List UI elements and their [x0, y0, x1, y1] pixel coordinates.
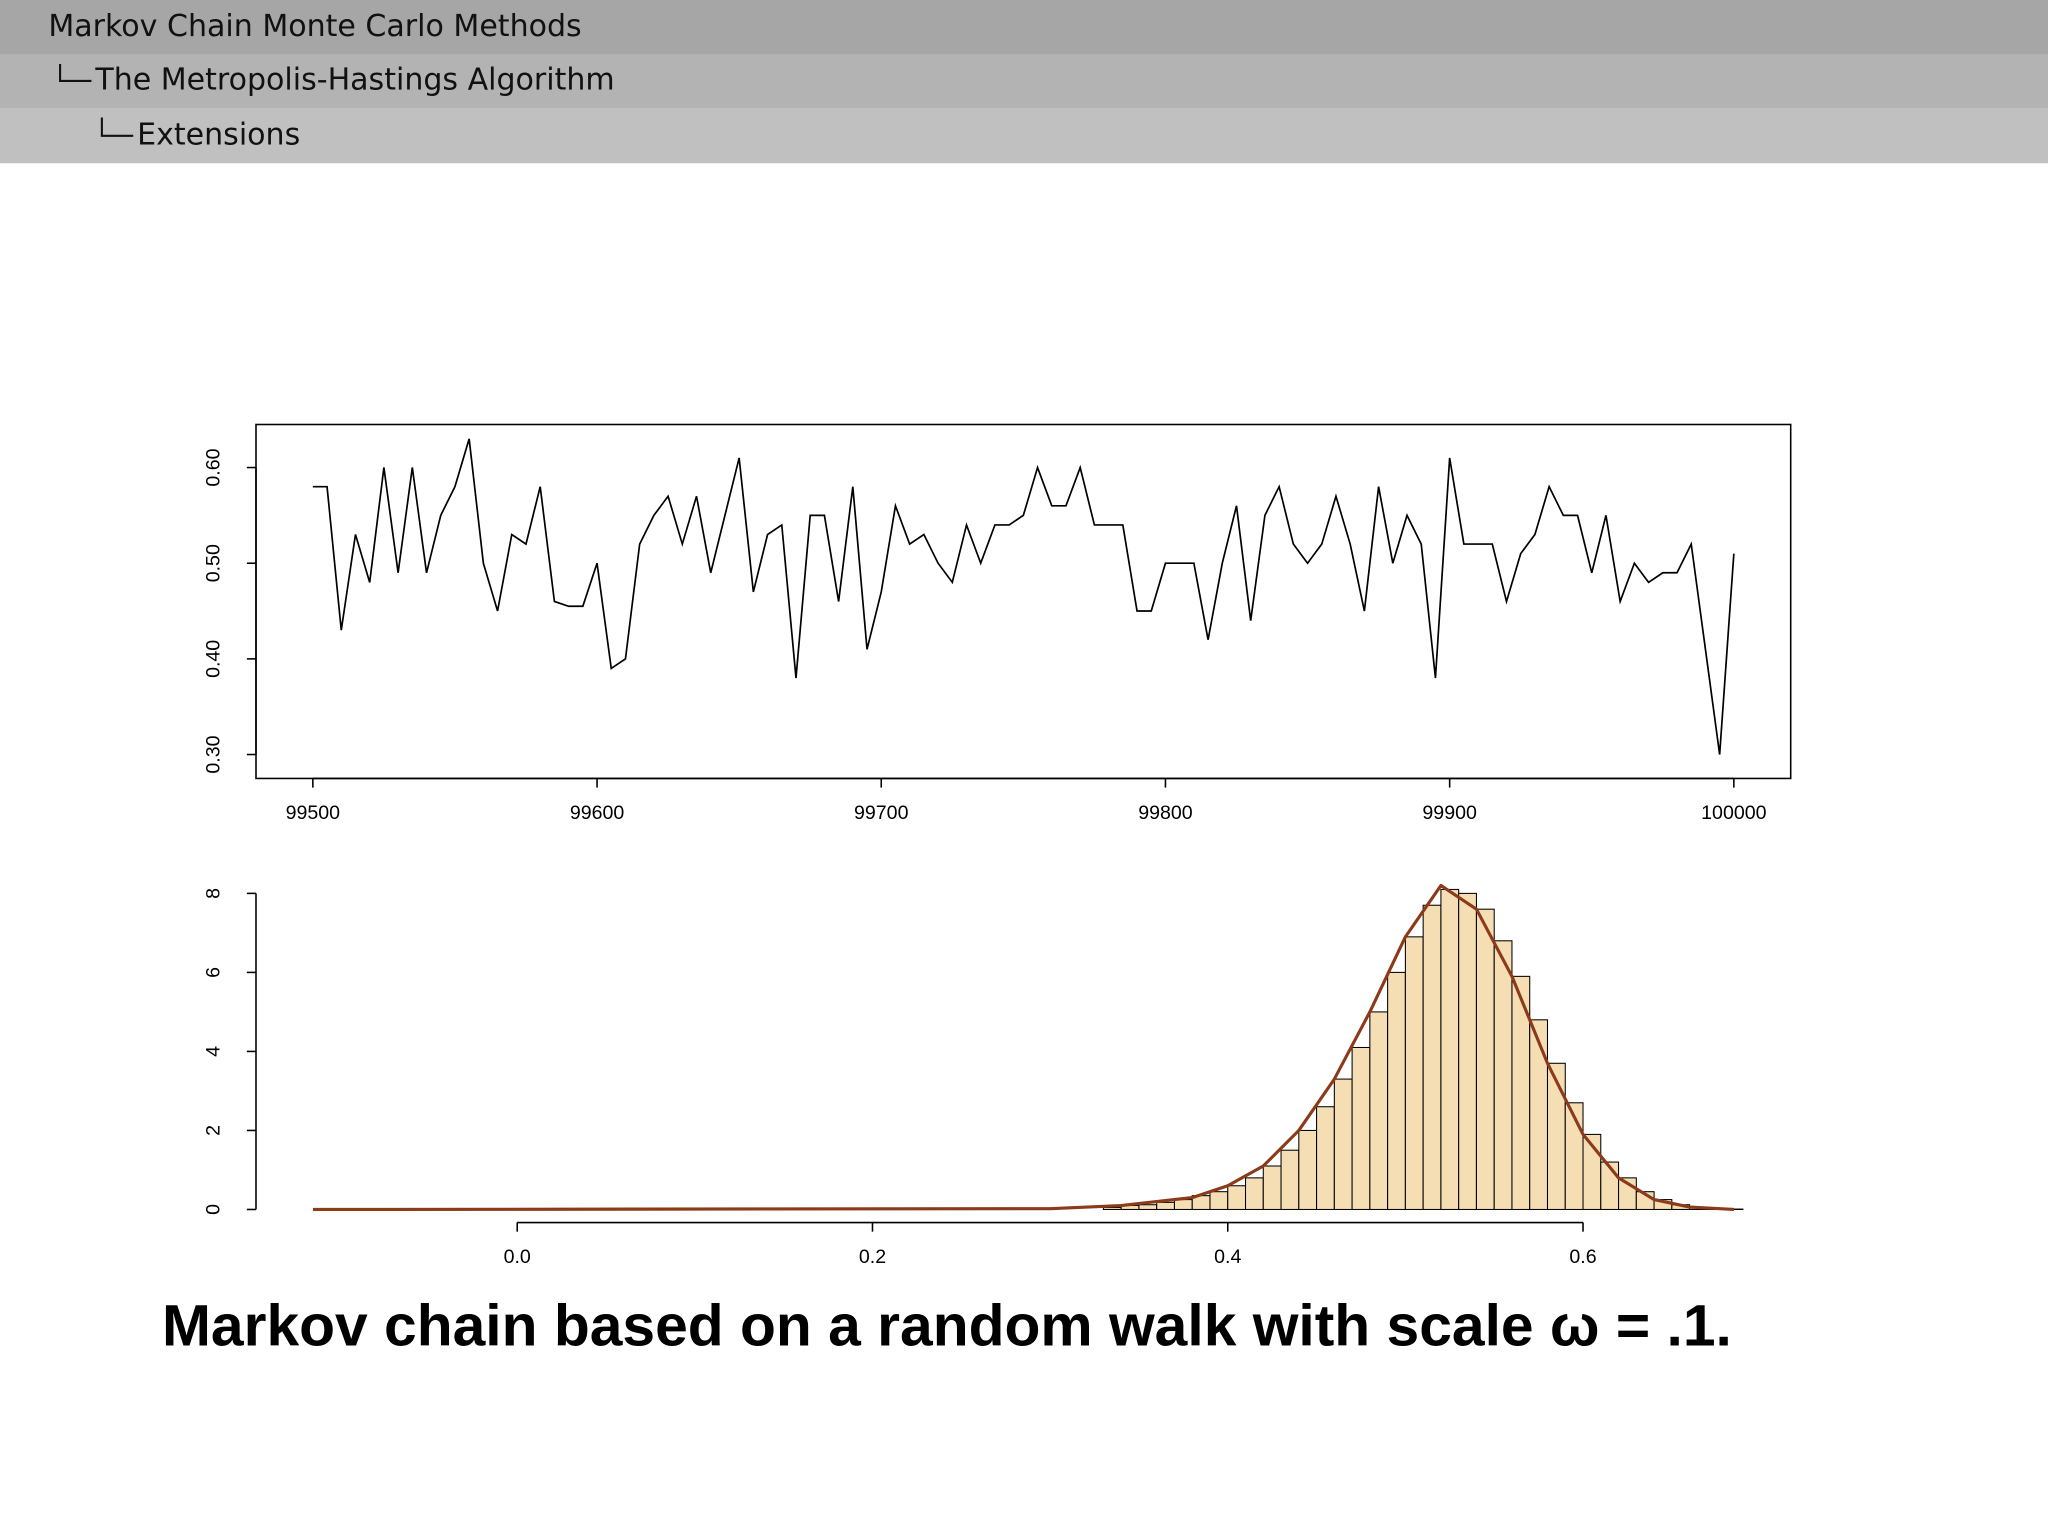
histogram-bar	[1546, 1062, 1566, 1210]
histogram-bar	[1387, 971, 1406, 1210]
x-tick-label: 0.4	[1214, 1246, 1241, 1268]
x-tick-label: 0.2	[859, 1246, 886, 1268]
histogram-bar	[1369, 1011, 1389, 1210]
histogram-bar	[1458, 892, 1477, 1210]
histogram-bar	[1422, 904, 1442, 1210]
histogram-bar	[1138, 1204, 1158, 1210]
header-bar	[0, 108, 2048, 164]
tree-connector	[59, 63, 92, 83]
plot-frame	[255, 423, 1792, 780]
histogram-bar	[1440, 888, 1460, 1210]
histogram-bar	[1173, 1199, 1193, 1210]
histogram-bar	[1333, 1078, 1353, 1210]
y-tick-label: 0.60	[202, 448, 224, 486]
x-tick-label: 99700	[854, 802, 909, 824]
y-tick-label: 0	[202, 1204, 224, 1215]
x-tick-label: 0.0	[504, 1246, 531, 1268]
histogram-bar	[1156, 1201, 1175, 1210]
histogram-bar	[1493, 940, 1513, 1210]
histogram-bar	[1298, 1129, 1318, 1210]
y-tick-label: 0.40	[202, 640, 224, 678]
caption: Markov chain based on a random walk with…	[162, 1293, 1732, 1358]
histogram-bar	[1351, 1046, 1371, 1210]
y-tick-label: 2	[202, 1125, 224, 1136]
histogram-bar	[1227, 1185, 1247, 1210]
density-curve	[312, 883, 1735, 1212]
histogram-bar	[1316, 1106, 1335, 1210]
y-tick-label: 0.50	[202, 544, 224, 582]
x-tick-label: 99500	[286, 802, 341, 824]
y-tick-label: 4	[202, 1046, 224, 1057]
section-title: Markov Chain Monte Carlo Methods	[48, 9, 581, 44]
subsubsection-title: Extensions	[137, 117, 300, 152]
tree-connector	[100, 117, 134, 137]
y-tick-label: 8	[202, 888, 224, 899]
x-tick-label: 99600	[570, 802, 625, 824]
subsection-title: The Metropolis-Hastings Algorithm	[94, 62, 614, 97]
histogram-bar	[1262, 1165, 1282, 1210]
x-tick-label: 0.6	[1569, 1246, 1596, 1268]
histogram-bar	[1244, 1177, 1264, 1210]
x-tick-label: 99800	[1138, 802, 1193, 824]
histogram-bar	[1529, 1019, 1549, 1210]
histogram-bar	[1209, 1191, 1229, 1210]
header-bar	[0, 0, 2048, 55]
histogram-bar	[1404, 936, 1424, 1210]
histogram-bar	[1475, 908, 1495, 1210]
histogram-bar	[1280, 1149, 1300, 1210]
x-tick-label: 99900	[1422, 802, 1477, 824]
y-tick-label: 0.30	[202, 735, 224, 773]
x-tick-label: 100000	[1701, 802, 1766, 824]
y-tick-label: 6	[202, 967, 224, 978]
trace-line	[312, 438, 1735, 755]
header-bar	[0, 54, 2048, 109]
histogram-bar	[1102, 1206, 1122, 1210]
